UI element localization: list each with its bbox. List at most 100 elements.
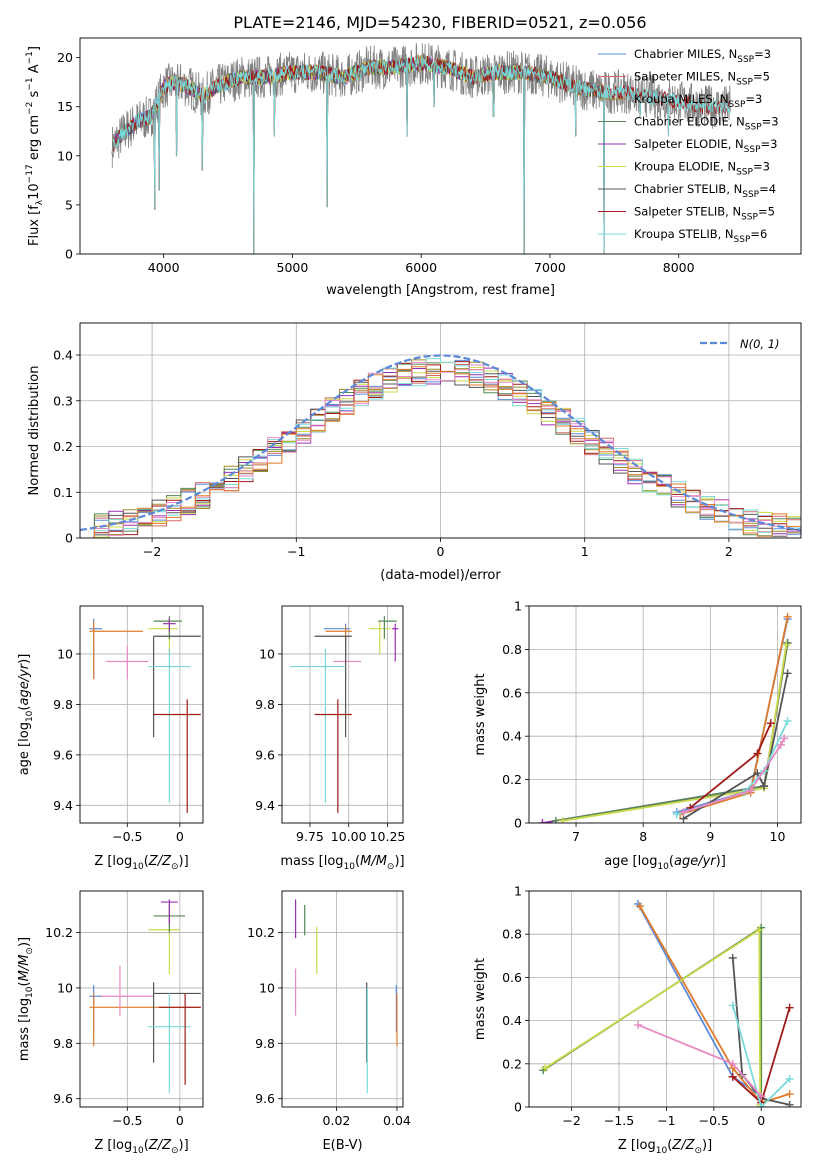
weight-marker xyxy=(541,1064,550,1073)
weight-line xyxy=(562,644,788,822)
plot-area-mass_vs_Z xyxy=(80,891,203,1107)
x-tick-label: −2 xyxy=(562,1113,580,1128)
axes-frame xyxy=(79,605,204,824)
x-tick-label: −0.5 xyxy=(699,1113,729,1128)
axes-frame xyxy=(79,322,802,539)
y-tick-label: 0 xyxy=(65,531,73,546)
model-spectrum-line xyxy=(111,55,605,254)
y-tick-label: 10.2 xyxy=(45,925,73,940)
histogram-step xyxy=(80,358,801,538)
weight-marker xyxy=(538,819,547,823)
panel-age_vs_mass: 9.75 10.00 10.25 9.4 9.6 9.8 10 mass [log10(M/M… xyxy=(255,605,405,872)
y-tick-label: 9.8 xyxy=(255,1036,275,1051)
y-tick-label: 9.6 xyxy=(255,747,275,762)
figure-title: PLATE=2146, MJD=54230, FIBERID=0521, z=0… xyxy=(233,13,646,32)
panel-mass_vs_Z: −0.5 0 9.6 9.8 10 10.2 Z [log10(Z/Z⊙)] mass [lo… xyxy=(17,890,204,1156)
weight-marker xyxy=(728,1001,737,1010)
y-tick-label: 0.6 xyxy=(502,970,522,985)
histogram-step xyxy=(80,362,801,538)
x-tick-label: −1 xyxy=(287,544,305,559)
model-spectrum-line xyxy=(111,55,731,254)
weight-line xyxy=(683,737,786,813)
plot-area-weight_vs_Z xyxy=(529,891,801,1107)
x-tick-label: 8 xyxy=(639,829,647,844)
y-tick-label: 10 xyxy=(57,646,73,661)
legend-label: Salpeter STELIB, NSSP=5 xyxy=(634,205,775,223)
weight-line xyxy=(731,1005,791,1107)
x-tick-label: 0 xyxy=(176,1113,184,1128)
y-tick-label: 5 xyxy=(65,197,73,212)
weight-line xyxy=(639,905,790,1104)
y-tick-label: 9.6 xyxy=(53,1091,73,1106)
x-tick-label: 8000 xyxy=(663,260,695,275)
y-tick-label: 9.6 xyxy=(53,747,73,762)
histogram-step xyxy=(80,366,801,538)
x-tick-label: 0 xyxy=(757,1113,765,1128)
y-axis-label: mass [log10(M/M⊙)] xyxy=(17,937,35,1061)
y-tick-label: 0.2 xyxy=(502,772,522,787)
y-tick-label: 9.4 xyxy=(53,798,73,813)
x-tick-label: −1 xyxy=(657,1113,675,1128)
x-tick-label: −2 xyxy=(143,544,161,559)
weight-marker xyxy=(785,1090,794,1099)
panel-age_vs_Z: −0.5 0 9.4 9.6 9.8 10 Z [log10(Z/Z⊙)] age [log1… xyxy=(17,605,204,872)
plot-area-spectrum xyxy=(111,42,731,254)
weight-marker xyxy=(672,810,681,819)
weight-marker xyxy=(783,717,792,726)
y-axis-label: mass weight xyxy=(473,958,488,1040)
histogram-step xyxy=(80,361,801,538)
legend-label: Salpeter ELODIE, NSSP=3 xyxy=(634,137,777,155)
plot-area-mass_vs_EBV xyxy=(282,891,403,1107)
y-tick-label: 0.4 xyxy=(502,1013,522,1028)
weight-marker xyxy=(551,816,560,823)
axes-frame xyxy=(281,890,404,1108)
y-tick-label: 1 xyxy=(514,884,522,899)
weight-marker xyxy=(780,734,789,743)
x-tick-label: −0.5 xyxy=(112,1113,142,1128)
y-tick-label: 10 xyxy=(57,148,73,163)
y-tick-label: 10 xyxy=(259,980,275,995)
legend-label: Kroupa STELIB, NSSP=6 xyxy=(634,227,767,245)
y-tick-label: 0.2 xyxy=(502,1056,522,1071)
x-tick-label: 9 xyxy=(706,829,714,844)
y-tick-label: 10.2 xyxy=(247,925,275,940)
y-tick-label: 9.8 xyxy=(53,697,73,712)
x-tick-label: 7 xyxy=(572,829,580,844)
y-tick-label: 0.4 xyxy=(502,729,522,744)
weight-marker xyxy=(728,953,737,962)
x-tick-label: 0.02 xyxy=(323,1113,351,1128)
x-axis-label: (data-model)/error xyxy=(380,568,501,583)
weight-marker xyxy=(746,786,755,795)
x-tick-label: −1.5 xyxy=(604,1113,634,1128)
weight-marker xyxy=(558,816,567,823)
panel-residuals: −2 −1 0 1 2 0 0.1 0.2 0.3 0.4 (data-model)/error No… xyxy=(27,322,802,583)
y-tick-label: 15 xyxy=(57,99,73,114)
y-tick-label: 0.4 xyxy=(53,348,73,363)
weight-marker xyxy=(728,1072,737,1081)
y-tick-label: 9.6 xyxy=(255,1091,275,1106)
y-axis-label: Normed distribution xyxy=(27,366,42,496)
y-tick-label: 0.1 xyxy=(53,485,73,500)
plot-area-age_vs_mass xyxy=(282,606,403,823)
x-axis-label: E(B-V) xyxy=(322,1138,362,1153)
legend-label: Chabrier ELODIE, NSSP=3 xyxy=(634,115,779,133)
weight-line xyxy=(679,616,789,816)
axes-frame xyxy=(79,890,204,1108)
plot-area-weight_vs_age xyxy=(529,606,801,823)
x-tick-label: −0.5 xyxy=(112,829,142,844)
panel-spectrum: 4000 5000 6000 7000 8000 0 5 10 15 20 wavelength [… xyxy=(25,37,802,298)
plot-area-residuals xyxy=(80,323,801,538)
weight-line xyxy=(683,673,789,820)
weight-marker xyxy=(679,808,688,817)
weight-marker xyxy=(785,1100,794,1107)
x-tick-label: 10 xyxy=(770,829,786,844)
x-tick-label: 7000 xyxy=(534,260,566,275)
y-tick-label: 0.6 xyxy=(502,685,522,700)
y-axis-label: mass weight xyxy=(473,673,488,755)
y-tick-label: 9.8 xyxy=(53,1036,73,1051)
x-axis-label: wavelength [Angstrom, rest frame] xyxy=(326,283,555,298)
x-tick-label: 0.04 xyxy=(383,1113,411,1128)
axes-frame xyxy=(281,605,404,824)
legend-label: Kroupa MILES, NSSP=3 xyxy=(634,92,762,110)
